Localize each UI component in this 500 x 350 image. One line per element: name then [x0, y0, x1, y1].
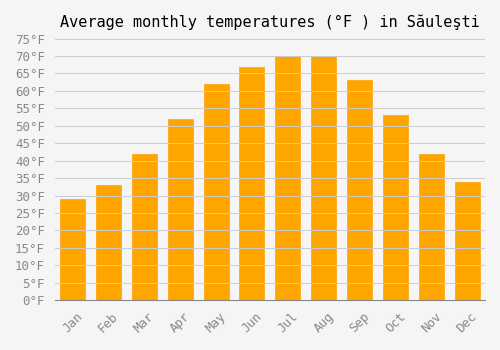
Bar [347, 80, 372, 300]
Bar [240, 66, 264, 300]
Bar [383, 116, 408, 300]
Bar [275, 56, 300, 300]
Bar [168, 119, 193, 300]
Bar [204, 84, 229, 300]
Title: Average monthly temperatures (°F ) in Săuleşti: Average monthly temperatures (°F ) in Să… [60, 15, 480, 30]
Bar [454, 182, 479, 300]
Bar [96, 185, 121, 300]
Bar [132, 154, 157, 300]
Bar [60, 199, 85, 300]
Bar [311, 56, 336, 300]
Bar [418, 154, 444, 300]
